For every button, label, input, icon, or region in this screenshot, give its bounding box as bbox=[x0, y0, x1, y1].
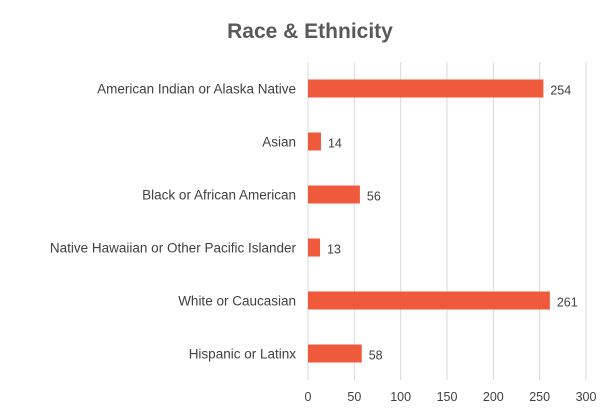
x-tick-label: 100 bbox=[390, 390, 411, 404]
bar bbox=[308, 132, 321, 151]
data-label: 14 bbox=[328, 137, 342, 151]
category-label: American Indian or Alaska Native bbox=[97, 82, 296, 97]
data-label: 13 bbox=[327, 243, 341, 257]
x-tick-label: 300 bbox=[576, 390, 597, 404]
x-tick-label: 250 bbox=[529, 390, 550, 404]
x-tick-label: 150 bbox=[437, 390, 458, 404]
bar bbox=[308, 185, 360, 204]
category-labels: American Indian or Alaska Native Asian Bla… bbox=[50, 82, 297, 362]
data-label: 56 bbox=[367, 190, 381, 204]
x-tick-label: 200 bbox=[483, 390, 504, 404]
x-tick-label: 50 bbox=[347, 390, 361, 404]
category-label: Asian bbox=[262, 135, 296, 150]
x-tick-label: 0 bbox=[305, 390, 312, 404]
category-label: White or Caucasian bbox=[178, 294, 296, 309]
category-label: Black or African American bbox=[142, 188, 296, 203]
chart-title: Race & Ethnicity bbox=[227, 20, 393, 43]
gridlines bbox=[307, 62, 587, 380]
bar bbox=[308, 291, 550, 310]
bars bbox=[308, 79, 550, 363]
data-label: 254 bbox=[550, 84, 571, 98]
category-label: Hispanic or Latinx bbox=[189, 347, 297, 362]
x-axis-ticks: 0 50 100 150 200 250 300 bbox=[305, 390, 597, 404]
value-labels: 254 14 56 13 261 58 bbox=[327, 84, 578, 363]
data-label: 261 bbox=[557, 296, 578, 310]
bar bbox=[308, 344, 362, 363]
bar bbox=[308, 238, 321, 257]
bar bbox=[308, 79, 544, 98]
data-label: 58 bbox=[369, 349, 383, 363]
category-label: Native Hawaiian or Other Pacific Islande… bbox=[50, 241, 297, 256]
